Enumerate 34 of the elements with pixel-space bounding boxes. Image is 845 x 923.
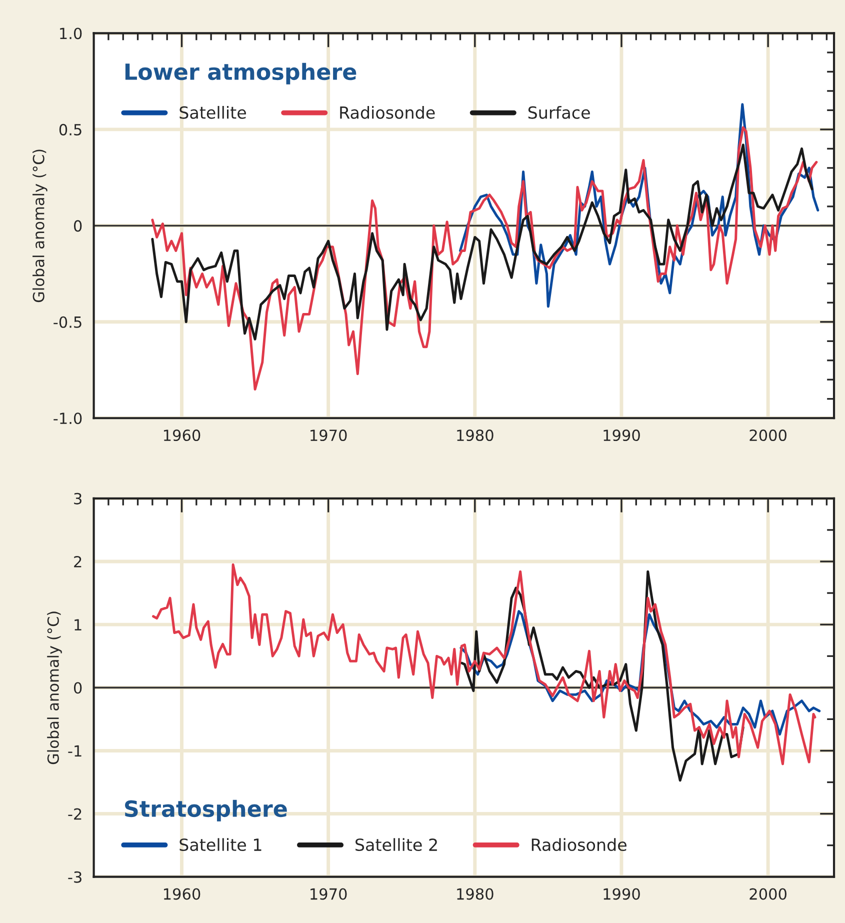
y-tick-label: -0.5 bbox=[54, 316, 82, 328]
x-tick-label: 1970 bbox=[310, 888, 347, 900]
legend-label: Satellite 2 bbox=[356, 838, 437, 852]
y-tick-label: 0 bbox=[74, 682, 82, 694]
y-axis-title: Global anomaly (°C) bbox=[32, 150, 48, 302]
text: Stratosphere bbox=[125, 800, 287, 822]
text: Lower atmosphere bbox=[125, 62, 356, 84]
legend-label: Radiosonde bbox=[340, 106, 435, 119]
line-series bbox=[151, 144, 814, 340]
x-tick-label: 1990 bbox=[604, 888, 640, 900]
x-tick-label: 1960 bbox=[164, 888, 200, 900]
line-series bbox=[152, 563, 816, 766]
y-tick-label: 0 bbox=[74, 220, 82, 232]
legend-label: Surface bbox=[528, 106, 590, 119]
y-tick-label: 3 bbox=[74, 492, 82, 504]
y-tick-label: -1 bbox=[68, 745, 82, 757]
x-tick-label: 1990 bbox=[604, 430, 640, 442]
y-axis-title: Global anomaly (°C) bbox=[47, 612, 62, 764]
y-tick-label: 0.5 bbox=[59, 124, 82, 136]
x-tick-label: 1980 bbox=[457, 888, 494, 900]
y-tick-label: -2 bbox=[68, 808, 82, 820]
y-tick-label: 1 bbox=[74, 619, 82, 630]
y-tick-label: -3 bbox=[68, 871, 82, 883]
x-tick-label: 1960 bbox=[164, 430, 200, 442]
legend-label: Radiosonde bbox=[532, 838, 626, 852]
x-tick-label: 2000 bbox=[750, 888, 786, 900]
y-tick-label: 1.0 bbox=[60, 28, 82, 40]
x-tick-label: 1970 bbox=[310, 430, 347, 442]
y-tick-label: -1.0 bbox=[54, 412, 82, 424]
y-tick-label: 2 bbox=[74, 556, 82, 568]
legend-label: Satellite 1 bbox=[180, 838, 262, 852]
x-tick-label: 2000 bbox=[750, 430, 786, 442]
x-tick-label: 1980 bbox=[457, 430, 494, 442]
legend-label: Satellite bbox=[180, 106, 246, 119]
